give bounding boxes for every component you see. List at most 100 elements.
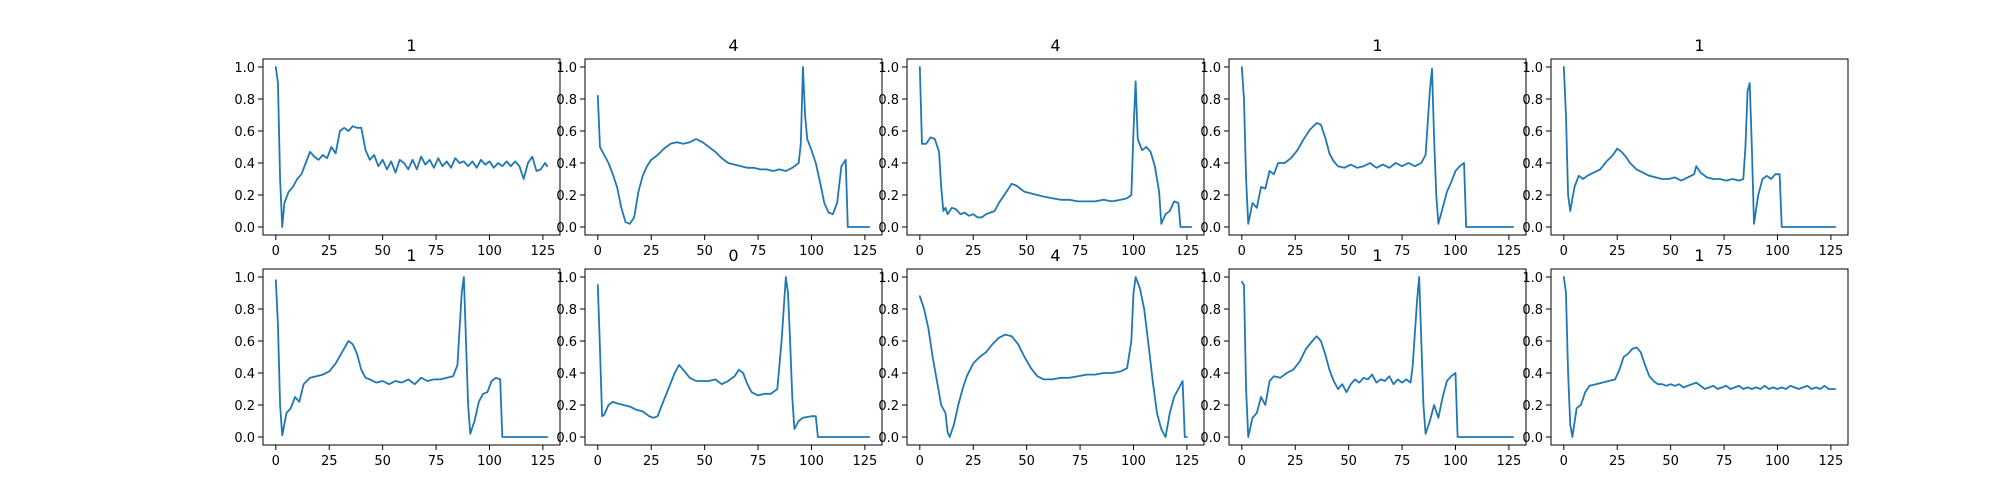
y-tick-label: 0.2 bbox=[878, 399, 899, 414]
x-tick-label: 25 bbox=[1609, 244, 1626, 259]
x-tick-label: 0 bbox=[594, 244, 602, 259]
axes-frame bbox=[584, 58, 883, 236]
axes-frame bbox=[906, 58, 1205, 236]
y-tick-label: 0.4 bbox=[1522, 367, 1543, 382]
y-tick-label: 0.6 bbox=[1200, 125, 1221, 140]
x-tick-label: 125 bbox=[530, 244, 555, 259]
x-tick-label: 25 bbox=[1287, 454, 1304, 469]
y-tick-label: 0.8 bbox=[556, 303, 577, 318]
y-tick-label: 0.8 bbox=[1200, 93, 1221, 108]
subplot-title: 1 bbox=[1694, 36, 1704, 55]
subplot-title: 4 bbox=[1050, 36, 1060, 55]
x-tick-label: 50 bbox=[1662, 244, 1679, 259]
x-tick-label: 75 bbox=[750, 244, 767, 259]
subplot-title: 1 bbox=[406, 36, 416, 55]
x-tick-label: 100 bbox=[799, 244, 824, 259]
y-tick-label: 0.6 bbox=[1522, 335, 1543, 350]
x-tick-label: 50 bbox=[1340, 454, 1357, 469]
x-tick-label: 50 bbox=[1662, 454, 1679, 469]
x-tick-label: 25 bbox=[643, 454, 660, 469]
y-tick-label: 0.8 bbox=[234, 303, 255, 318]
y-tick-label: 0.8 bbox=[1522, 303, 1543, 318]
x-tick-label: 100 bbox=[799, 454, 824, 469]
y-tick-label: 1.0 bbox=[878, 61, 899, 76]
x-tick-label: 100 bbox=[1121, 454, 1146, 469]
x-tick-label: 50 bbox=[374, 244, 391, 259]
y-tick-label: 0.2 bbox=[556, 189, 577, 204]
series-line bbox=[1240, 276, 1515, 438]
y-tick-label: 0.4 bbox=[556, 367, 577, 382]
subplot-title: 0 bbox=[728, 246, 738, 265]
subplot-2: 4 0 25 50 75 100 125 0.0 0.2 0.4 0.6 0.8 1.0 bbox=[556, 36, 883, 259]
y-tick-label: 1.0 bbox=[556, 61, 577, 76]
x-tick-label: 125 bbox=[530, 454, 555, 469]
y-tick-label: 0.0 bbox=[556, 221, 577, 236]
subplot-3: 4 0 25 50 75 100 125 0.0 0.2 0.4 0.6 0.8 1.0 bbox=[878, 36, 1205, 259]
y-tick-label: 0.2 bbox=[1522, 189, 1543, 204]
series-line bbox=[1562, 66, 1837, 228]
y-tick-label: 0.8 bbox=[1522, 93, 1543, 108]
x-tick-label: 25 bbox=[321, 454, 338, 469]
x-tick-label: 100 bbox=[1443, 454, 1468, 469]
x-tick-label: 0 bbox=[1238, 244, 1246, 259]
y-tick-label: 0.6 bbox=[1522, 125, 1543, 140]
y-tick-label: 0.4 bbox=[1522, 157, 1543, 172]
axes-frame bbox=[262, 268, 561, 446]
y-tick-label: 0.0 bbox=[1200, 221, 1221, 236]
subplot-10: 1 0 25 50 75 100 125 0.0 0.2 0.4 0.6 0.8 1.0 bbox=[1522, 246, 1849, 469]
y-tick-label: 0.0 bbox=[234, 221, 255, 236]
y-tick-label: 0.6 bbox=[556, 335, 577, 350]
subplot-4: 1 0 25 50 75 100 125 0.0 0.2 0.4 0.6 0.8 1.0 bbox=[1200, 36, 1527, 259]
x-tick-label: 75 bbox=[1716, 244, 1733, 259]
series-line bbox=[918, 66, 1193, 228]
x-tick-label: 25 bbox=[965, 244, 982, 259]
y-tick-label: 0.2 bbox=[878, 189, 899, 204]
subplot-8: 4 0 25 50 75 100 125 0.0 0.2 0.4 0.6 0.8 1.0 bbox=[878, 246, 1205, 469]
subplot-title: 1 bbox=[1372, 246, 1382, 265]
y-tick-label: 0.6 bbox=[556, 125, 577, 140]
y-tick-label: 0.4 bbox=[1200, 367, 1221, 382]
y-tick-label: 0.4 bbox=[556, 157, 577, 172]
y-tick-label: 0.4 bbox=[234, 157, 255, 172]
series-line bbox=[274, 276, 549, 438]
x-tick-label: 75 bbox=[428, 454, 445, 469]
x-tick-label: 75 bbox=[1716, 454, 1733, 469]
y-tick-label: 1.0 bbox=[234, 271, 255, 286]
y-tick-label: 0.2 bbox=[1200, 399, 1221, 414]
x-tick-label: 75 bbox=[1072, 454, 1089, 469]
subplot-7: 0 0 25 50 75 100 125 0.0 0.2 0.4 0.6 0.8 1.0 bbox=[556, 246, 883, 469]
x-tick-label: 125 bbox=[1174, 454, 1199, 469]
y-tick-label: 0.6 bbox=[878, 125, 899, 140]
subplot-title: 1 bbox=[406, 246, 416, 265]
series-line bbox=[596, 66, 871, 228]
y-tick-label: 1.0 bbox=[556, 271, 577, 286]
axes-frame bbox=[1228, 58, 1527, 236]
x-tick-label: 100 bbox=[1121, 244, 1146, 259]
x-tick-label: 100 bbox=[477, 244, 502, 259]
y-tick-label: 0.8 bbox=[1200, 303, 1221, 318]
series-line bbox=[274, 66, 549, 228]
x-tick-label: 0 bbox=[1238, 454, 1246, 469]
y-tick-label: 0.2 bbox=[1522, 399, 1543, 414]
x-tick-label: 0 bbox=[272, 244, 280, 259]
y-tick-label: 0.0 bbox=[1522, 221, 1543, 236]
x-tick-label: 0 bbox=[916, 454, 924, 469]
x-tick-label: 0 bbox=[594, 454, 602, 469]
x-tick-label: 125 bbox=[1496, 244, 1521, 259]
x-tick-label: 125 bbox=[852, 244, 877, 259]
axes-frame bbox=[1228, 268, 1527, 446]
axes-frame bbox=[584, 268, 883, 446]
x-tick-label: 100 bbox=[1765, 244, 1790, 259]
y-tick-label: 1.0 bbox=[234, 61, 255, 76]
x-tick-label: 25 bbox=[1609, 454, 1626, 469]
axes-frame bbox=[262, 58, 561, 236]
y-tick-label: 0.6 bbox=[878, 335, 899, 350]
x-tick-label: 25 bbox=[1287, 244, 1304, 259]
series-line bbox=[1240, 66, 1515, 228]
subplot-1: 1 0 25 50 75 100 125 0.0 0.2 0.4 0.6 0.8 1.0 bbox=[234, 36, 561, 259]
x-tick-label: 100 bbox=[1443, 244, 1468, 259]
y-tick-label: 0.0 bbox=[234, 431, 255, 446]
x-tick-label: 100 bbox=[477, 454, 502, 469]
x-tick-label: 0 bbox=[1560, 454, 1568, 469]
subplot-6: 1 0 25 50 75 100 125 0.0 0.2 0.4 0.6 0.8 1.0 bbox=[234, 246, 561, 469]
